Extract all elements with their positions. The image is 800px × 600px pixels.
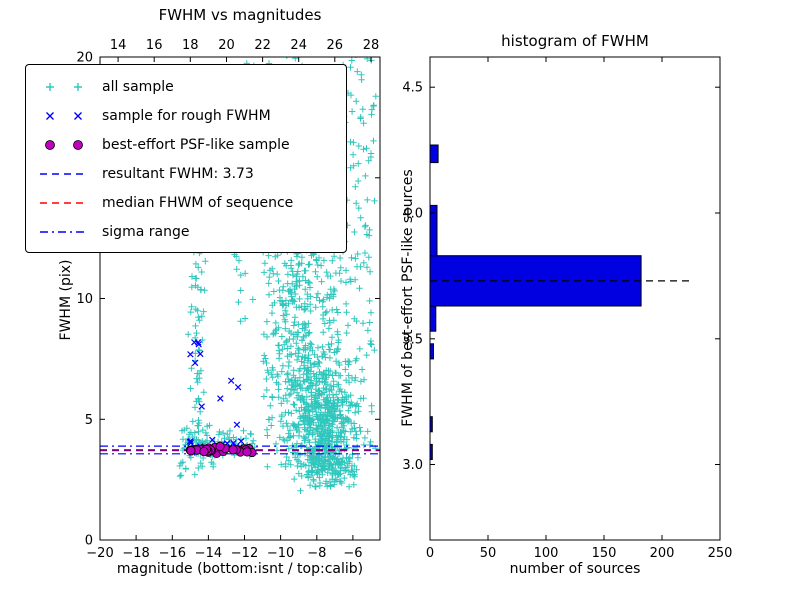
left-top-xtick-label: 24 xyxy=(290,38,307,53)
left-plot-title: FWHM vs magnitudes xyxy=(158,6,322,24)
left-top-xtick-label: 28 xyxy=(363,38,380,53)
right-ytick-label: 4.0 xyxy=(402,207,423,222)
legend-item-0: all sample xyxy=(36,72,340,101)
right-xtick-label: 0 xyxy=(426,546,434,561)
hist-bar xyxy=(430,204,438,257)
legend-marker-dashed-line-icon xyxy=(40,172,88,175)
legend-item-3: resultant FWHM: 3.73 xyxy=(36,159,340,188)
legend-label: sigma range xyxy=(102,223,190,240)
legend-label: all sample xyxy=(102,78,174,95)
left-top-xtick-label: 20 xyxy=(218,38,235,53)
left-top-xtick-label: 18 xyxy=(182,38,199,53)
legend-label: median FHWM of sequence xyxy=(102,194,294,211)
hist-bar xyxy=(430,416,433,433)
right-plot-title: histogram of FWHM xyxy=(501,32,649,50)
legend-label: resultant FWHM: 3.73 xyxy=(102,165,254,182)
right-xtick-label: 250 xyxy=(708,546,733,561)
left-ytick-label: 5 xyxy=(85,413,93,428)
legend: all sample sample for rough FWHM best-effo… xyxy=(25,64,347,253)
legend-item-2: best-effort PSF-like sample xyxy=(36,130,340,159)
right-xtick-label: 200 xyxy=(650,546,675,561)
right-xtick-label: 100 xyxy=(534,546,559,561)
left-xtick-label: −18 xyxy=(122,546,149,561)
left-top-xtick-label: 26 xyxy=(327,38,344,53)
left-xtick-label: −20 xyxy=(86,546,113,561)
left-xtick-label: −14 xyxy=(195,546,222,561)
hist-bar xyxy=(430,343,434,360)
right-xtick-label: 150 xyxy=(592,546,617,561)
legend-marker-dashed-line-icon xyxy=(40,201,88,204)
right-ytick-label: 3.5 xyxy=(402,332,423,347)
psf-sample-points xyxy=(185,441,257,458)
hist-bar xyxy=(430,443,433,460)
left-top-xtick-label: 22 xyxy=(254,38,271,53)
right-yaxis-label: FWHM of best-effort PSF-like sources xyxy=(400,169,416,427)
left-xtick-label: −12 xyxy=(231,546,258,561)
left-top-xtick-label: 14 xyxy=(110,38,127,53)
legend-marker-x-icon xyxy=(46,111,82,120)
legend-label: best-effort PSF-like sample xyxy=(102,136,290,153)
right-xtick-label: 50 xyxy=(480,546,497,561)
hist-bar xyxy=(430,305,437,332)
left-xtick-label: −6 xyxy=(343,546,362,561)
right-plot: 0 50 100 150 200 250 3.0 3.5 4.0 4.5 xyxy=(402,56,733,561)
left-ytick-label: 10 xyxy=(76,292,93,307)
left-xtick-label: −10 xyxy=(267,546,294,561)
legend-label: sample for rough FWHM xyxy=(102,107,271,124)
left-plot: −20 −18 −16 −14 −12 −10 −8 −6 14 16 18 20 22 24 26 28 0 5… xyxy=(76,38,381,561)
right-axes-box xyxy=(429,56,721,541)
legend-marker-circle-icon xyxy=(45,139,83,150)
right-ytick-label: 3.0 xyxy=(402,458,423,473)
left-xtick-label: −8 xyxy=(307,546,326,561)
left-top-xtick-label: 16 xyxy=(146,38,163,53)
legend-marker-plus-icon xyxy=(46,82,82,91)
rough-fwhm-points xyxy=(186,339,245,456)
left-xtick-label: −16 xyxy=(159,546,186,561)
left-ytick-label: 0 xyxy=(85,534,93,549)
legend-item-1: sample for rough FWHM xyxy=(36,101,340,130)
left-xaxis-label: magnitude (bottom:isnt / top:calib) xyxy=(116,561,364,577)
hist-bar xyxy=(430,144,439,164)
legend-item-4: median FHWM of sequence xyxy=(36,188,340,217)
hist-bar xyxy=(430,255,642,307)
legend-item-5: sigma range xyxy=(36,217,340,246)
left-ytick-label: 20 xyxy=(76,51,93,66)
right-ytick-label: 4.5 xyxy=(402,81,423,96)
right-xaxis-label: number of sources xyxy=(509,561,641,577)
legend-marker-dashdot-line-icon xyxy=(40,230,88,233)
